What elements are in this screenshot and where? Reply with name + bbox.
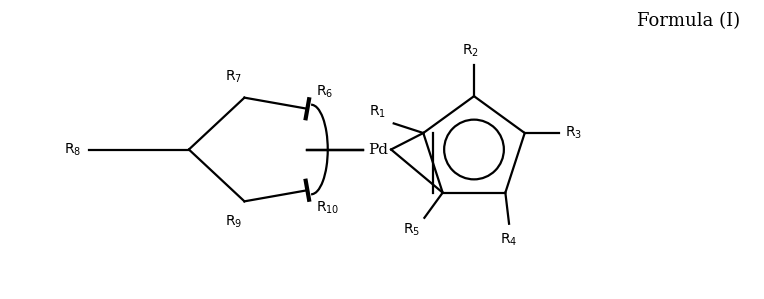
- Text: R$_9$: R$_9$: [225, 214, 242, 230]
- Text: R$_{10}$: R$_{10}$: [316, 199, 340, 216]
- Text: R$_8$: R$_8$: [64, 141, 82, 158]
- Text: R$_3$: R$_3$: [565, 125, 582, 141]
- Text: R$_7$: R$_7$: [225, 69, 242, 85]
- Text: R$_5$: R$_5$: [403, 222, 421, 238]
- Text: R$_2$: R$_2$: [461, 43, 479, 59]
- Text: R$_1$: R$_1$: [369, 103, 387, 120]
- Text: R$_6$: R$_6$: [316, 83, 334, 100]
- Text: Pd: Pd: [367, 143, 388, 156]
- Text: Formula (I): Formula (I): [637, 13, 740, 30]
- Text: R$_4$: R$_4$: [500, 231, 518, 248]
